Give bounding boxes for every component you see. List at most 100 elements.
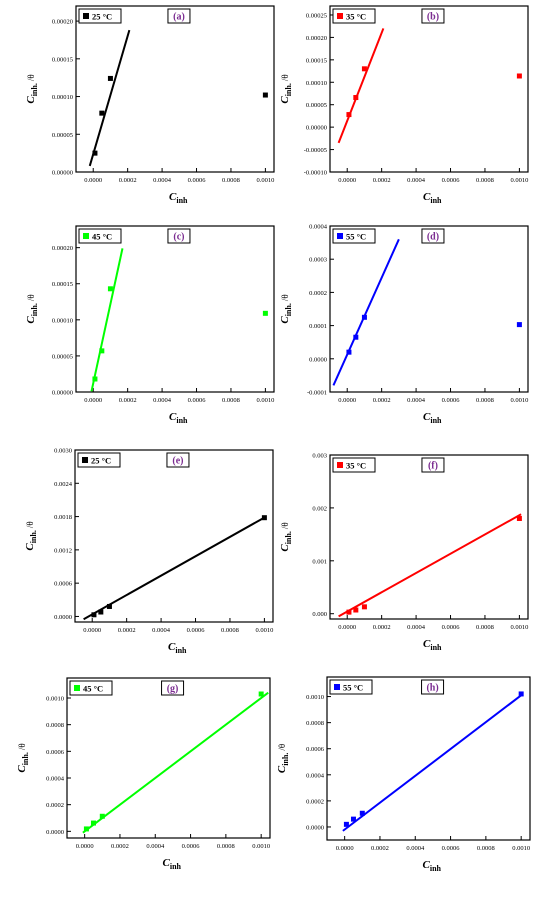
data-point: [359, 810, 365, 816]
y-tick-label: 0.00020: [306, 35, 327, 42]
y-axis-title-main: C: [25, 316, 37, 324]
x-tick-label: 0.0004: [153, 177, 172, 184]
x-tick-label: 0.0004: [146, 843, 165, 850]
data-point: [92, 376, 98, 382]
data-point: [516, 73, 522, 79]
y-tick-label: 0.00000: [52, 170, 73, 177]
data-point: [106, 603, 112, 609]
y-tick-label: 0.0000: [309, 356, 327, 363]
x-tick-label: 0.0008: [222, 397, 240, 404]
data-point: [83, 826, 89, 832]
data-point: [92, 150, 98, 156]
y-tick-label: 0.003: [312, 453, 327, 460]
data-point: [518, 691, 524, 697]
y-axis-title: Cinh. /θ: [279, 522, 293, 551]
x-tick-label: 0.0002: [119, 397, 137, 404]
x-axis-title: Cinh: [169, 411, 188, 425]
x-tick-label: 0.0010: [510, 624, 528, 631]
y-axis-title-sub: inh.: [284, 531, 293, 544]
legend: 55 °C: [332, 228, 376, 244]
fit-line: [88, 29, 131, 167]
y-tick-label: 0.0006: [306, 746, 325, 753]
y-tick-label: 0.0001: [309, 323, 327, 330]
y-tick-label: 0.0000: [306, 824, 324, 831]
x-tick-label: 0.0004: [152, 627, 171, 634]
x-tick-label: 0.0008: [221, 627, 239, 634]
legend-marker: [74, 685, 80, 691]
data-point: [516, 322, 522, 328]
fit-line: [83, 515, 267, 621]
panel-label: (g): [167, 684, 179, 695]
x-tick-label: 0.0006: [187, 627, 206, 634]
y-tick-label: 0.0008: [306, 720, 324, 727]
data-point: [353, 95, 359, 101]
chart-panel-3: 0.0000 0.0002 0.0004 0.0006 0.0008 0.0010 0.00…: [25, 225, 275, 425]
x-axis-title-main: C: [169, 191, 177, 203]
y-tick-label: 0.00010: [52, 94, 73, 101]
y-tick-label: -0.00010: [304, 170, 327, 177]
y-axis-title-sub: inh.: [29, 530, 38, 543]
x-tick-label: 0.0004: [407, 397, 426, 404]
y-axis-title-suffix: /θ: [280, 294, 290, 301]
legend-label: 45 °C: [83, 684, 103, 694]
y-axis-title-suffix: /θ: [280, 74, 290, 81]
fit-line: [338, 513, 522, 618]
x-axis-title-main: C: [423, 638, 431, 650]
x-tick-label: 0.0000: [83, 627, 101, 634]
x-axis-title: Cinh: [423, 191, 442, 205]
x-tick-label: 0.0008: [476, 177, 494, 184]
x-tick-label: 0.0010: [256, 177, 274, 184]
x-axis-title: Cinh: [168, 641, 187, 655]
x-tick-label: 0.0008: [476, 624, 494, 631]
y-tick-label: 0.00020: [52, 245, 73, 252]
x-tick-label: 0.0006: [442, 845, 461, 852]
y-tick-label: 0.0004: [309, 224, 328, 231]
x-tick-label: 0.0002: [119, 177, 137, 184]
x-tick-label: 0.0004: [407, 624, 426, 631]
data-point: [346, 112, 352, 118]
y-tick-label: 0.0003: [309, 257, 327, 264]
y-axis-title-main: C: [279, 96, 291, 104]
legend-box: [332, 457, 376, 473]
y-axis-title: Cinh. /θ: [24, 521, 38, 550]
legend-marker: [82, 457, 88, 463]
y-axis-title: Cinh. /θ: [25, 74, 39, 103]
panel-label-box: [421, 228, 445, 244]
y-tick-label: 0.0010: [46, 696, 64, 703]
x-axis-title: Cinh: [423, 638, 442, 652]
y-axis-title: Cinh. /θ: [16, 743, 30, 772]
y-axis-title-suffix: /θ: [277, 744, 287, 751]
x-tick-label: 0.0002: [373, 177, 391, 184]
plot-frame: [329, 5, 529, 173]
x-tick-label: 0.0002: [373, 624, 391, 631]
y-tick-label: 0.00005: [52, 132, 73, 139]
data-point: [261, 515, 267, 521]
x-tick-label: 0.0002: [373, 397, 391, 404]
y-tick-label: 0.0004: [46, 776, 65, 783]
panel-label: (h): [426, 683, 438, 694]
panel-label: (d): [427, 232, 439, 243]
x-axis-title: Cinh: [169, 191, 188, 205]
y-tick-label: 0.0006: [54, 581, 73, 588]
chart-panel-8: 0.0000 0.0002 0.0004 0.0006 0.0008 0.0010 0.00…: [276, 676, 531, 873]
panel-label-box: [161, 680, 185, 696]
x-axis-title-main: C: [163, 857, 171, 869]
x-tick-label: 0.0000: [336, 845, 354, 852]
x-tick-label: 0.0010: [510, 397, 528, 404]
y-tick-label: 0.00020: [52, 19, 73, 26]
panel-label-box: [167, 8, 191, 24]
legend: 25 °C: [77, 452, 121, 468]
panel-label-box: [421, 457, 445, 473]
legend: 45 °C: [78, 228, 122, 244]
y-tick-label: 0.001: [312, 558, 327, 565]
y-tick-label: 0.00015: [52, 56, 73, 63]
y-tick-label: 0.0030: [54, 448, 72, 455]
legend-label: 35 °C: [346, 461, 366, 471]
fit-line: [342, 693, 524, 832]
data-point: [346, 349, 352, 355]
x-axis-title-sub: inh: [430, 196, 442, 205]
panel-label-box: [167, 228, 191, 244]
x-axis-title-sub: inh: [175, 646, 187, 655]
x-tick-label: 0.0000: [338, 624, 356, 631]
